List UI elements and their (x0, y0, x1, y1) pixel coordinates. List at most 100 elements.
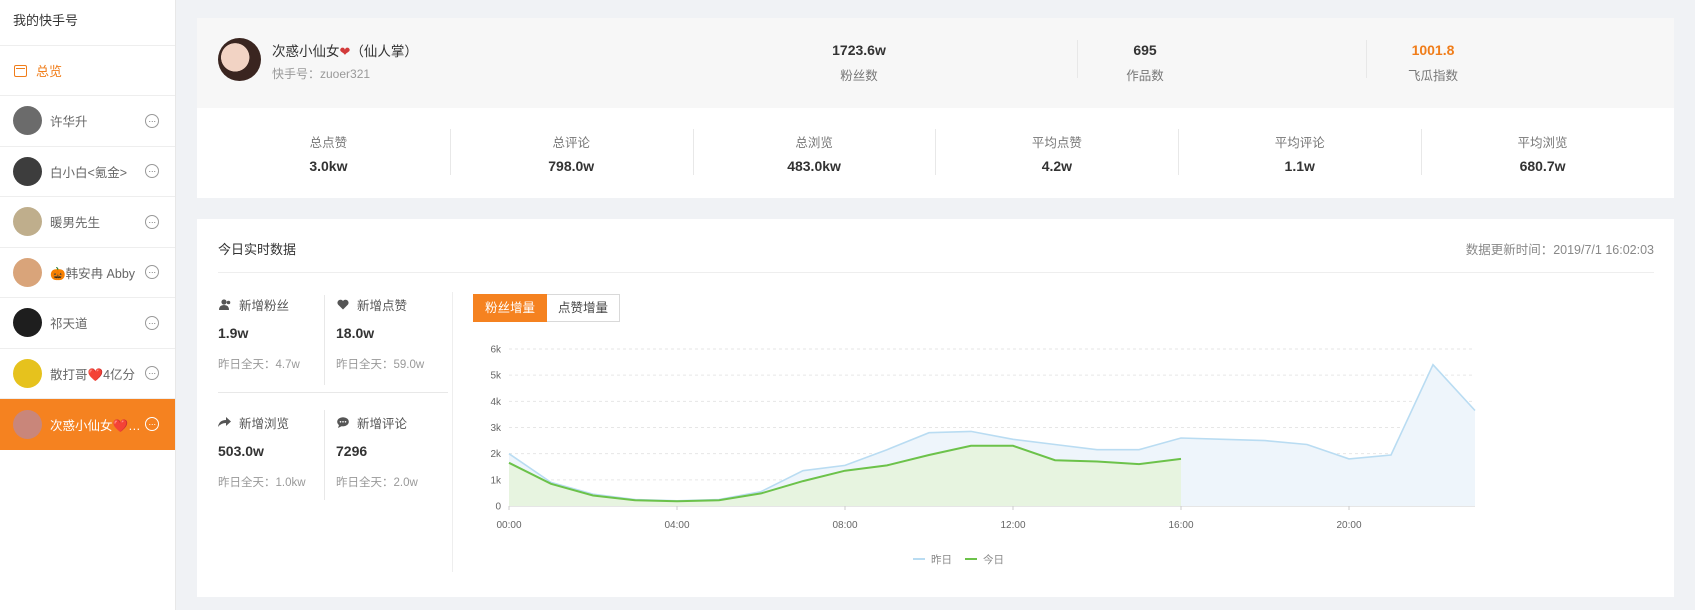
profile-card: 次惑小仙女❤（仙人掌） 快手号：zuoer321 1723.6w 粉丝数 695… (197, 18, 1674, 198)
sidebar-item-overview[interactable]: 总览 (0, 46, 175, 96)
y-tick-label: 5k (490, 371, 502, 382)
stat-value: 798.0w (548, 158, 595, 174)
more-icon[interactable]: ··· (145, 113, 159, 128)
metric-value: 7296 (336, 443, 368, 459)
account-name: 白小白<氪金> (50, 165, 128, 180)
y-tick-label: 4k (490, 397, 502, 408)
profile-id: 快手号：zuoer321 (272, 67, 371, 81)
metric-value: 18.0w (336, 325, 375, 341)
sidebar-account-item[interactable]: 散打哥❤️4亿分 ··· (0, 349, 175, 399)
sidebar-account-item[interactable]: 次惑小仙女❤️… ··· (0, 399, 175, 450)
metric-label: 新增评论 (357, 417, 408, 431)
profile-name-text: 次惑小仙女 (272, 44, 340, 59)
stat-label: 平均点赞 (1031, 136, 1082, 150)
more-icon[interactable]: ··· (145, 214, 159, 229)
legend-label: 昨日 (931, 554, 952, 566)
summary-stat: 总评论 798.0w (449, 129, 693, 175)
sidebar-account-item[interactable]: 暖男先生 ··· (0, 197, 175, 248)
series-line-today (508, 444, 1182, 503)
summary-stat: 总浏览 483.0kw (692, 129, 936, 175)
summary-stats-row: 总点赞 3.0kw 总评论 798.0w 总浏览 483.0kw 平均点赞 4.2w 平均评论 1… (197, 108, 1674, 198)
y-tick-label: 0 (495, 502, 501, 513)
realtime-title: 今日实时数据 (218, 242, 297, 257)
feigua-stat: 1001.8 飞瓜指数 (1358, 42, 1508, 84)
sidebar-account-item[interactable]: 白小白<氪金> ··· (0, 147, 175, 197)
metric-yesterday: 昨日全天：2.0w (336, 477, 418, 489)
update-time: 数据更新时间：2019/7/1 16:02:03 (1465, 243, 1654, 257)
stat-label: 平均浏览 (1517, 136, 1568, 150)
divider (218, 392, 448, 393)
stat-value: 680.7w (1519, 158, 1566, 174)
divider (452, 292, 453, 572)
sidebar-account-list: 许华升 ··· 白小白<氪金> ··· 暖男先生 ··· 🎃韩安冉 Abby ··· 祁天道 ··… (0, 96, 175, 450)
x-tick-label: 04:00 (664, 520, 689, 531)
account-name: 许华升 (50, 115, 88, 130)
divider (1077, 40, 1078, 78)
divider (1366, 40, 1367, 78)
series-area-today (509, 445, 1181, 506)
chart-tab[interactable]: 粉丝增量 (473, 294, 548, 322)
more-icon[interactable]: ··· (145, 417, 159, 432)
more-icon[interactable]: ··· (145, 366, 159, 381)
more-icon[interactable]: ··· (145, 315, 159, 330)
metric-yesterday: 昨日全天：4.7w (218, 359, 300, 371)
metric-new-likes: 新增点赞 18.0w 昨日全天：59.0w (336, 295, 446, 372)
stat-value: 483.0kw (787, 158, 841, 174)
y-tick-label: 3k (490, 423, 502, 434)
avatar (13, 257, 42, 287)
x-tick-label: 08:00 (832, 520, 857, 531)
account-name: 暖男先生 (50, 216, 101, 231)
profile-header: 次惑小仙女❤（仙人掌） 快手号：zuoer321 1723.6w 粉丝数 695… (197, 18, 1674, 108)
profile-name: 次惑小仙女❤（仙人掌） (272, 40, 418, 60)
stat-label: 总点赞 (309, 136, 348, 150)
heart-icon: ❤ (339, 44, 351, 59)
stat-label: 平均评论 (1274, 136, 1325, 150)
more-icon[interactable]: ··· (145, 265, 159, 280)
fans-value: 1723.6w (832, 42, 886, 58)
profile-name-suffix: （仙人掌） (350, 44, 418, 59)
metric-label: 新增点赞 (357, 299, 408, 313)
account-name: 祁天道 (50, 317, 88, 332)
share-arrow-icon (218, 417, 231, 428)
summary-stat: 总点赞 3.0kw (207, 132, 450, 174)
account-name: 次惑小仙女❤️… (50, 418, 141, 433)
works-label: 作品数 (1126, 69, 1164, 83)
x-tick-label: 16:00 (1168, 520, 1193, 531)
overview-icon (14, 64, 27, 77)
chart-tab[interactable]: 点赞增量 (547, 294, 621, 322)
stat-label: 总评论 (552, 136, 590, 150)
fans-increment-chart: 0 1k 2k 3k 4k 5k 6k 00:00 04:00 08:00 12:00 16:00 20… (490, 345, 1476, 566)
realtime-card: 今日实时数据 数据更新时间：2019/7/1 16:02:03 新增粉丝 1.9… (197, 219, 1674, 597)
avatar (13, 156, 42, 186)
avatar (13, 358, 42, 388)
metric-new-comments: 新增评论 7296 昨日全天：2.0w (336, 413, 446, 490)
avatar (13, 308, 42, 338)
avatar (13, 207, 42, 237)
stat-value: 3.0kw (309, 158, 348, 174)
chart-tabs: 粉丝增量 点赞增量 (473, 294, 621, 322)
account-name: 散打哥❤️4亿分 (50, 367, 136, 382)
metric-new-views: 新增浏览 503.0w 昨日全天：1.0kw (218, 413, 328, 490)
stat-value: 4.2w (1041, 158, 1073, 174)
metric-yesterday: 昨日全天：59.0w (336, 359, 425, 371)
sidebar-account-item[interactable]: 许华升 ··· (0, 96, 175, 147)
divider (324, 295, 325, 385)
works-value: 695 (1133, 42, 1157, 58)
feigua-value: 1001.8 (1411, 42, 1455, 58)
avatar[interactable] (218, 38, 261, 81)
metric-label: 新增浏览 (239, 417, 290, 431)
divider (324, 410, 325, 500)
avatar (13, 106, 42, 136)
fans-label: 粉丝数 (840, 69, 878, 83)
more-icon[interactable]: ··· (145, 164, 159, 179)
sidebar-account-item[interactable]: 🎃韩安冉 Abby ··· (0, 248, 175, 298)
sidebar-account-item[interactable]: 祁天道 ··· (0, 298, 175, 349)
y-tick-label: 2k (490, 449, 502, 460)
metric-new-fans: 新增粉丝 1.9w 昨日全天：4.7w (218, 295, 328, 372)
fans-stat: 1723.6w 粉丝数 (784, 42, 934, 84)
metric-label: 新增粉丝 (239, 299, 290, 313)
account-name: 🎃韩安冉 Abby (50, 266, 136, 281)
works-stat: 695 作品数 (1070, 42, 1220, 84)
sidebar-title: 我的快手号 (0, 0, 175, 46)
x-tick-label: 00:00 (496, 520, 521, 531)
